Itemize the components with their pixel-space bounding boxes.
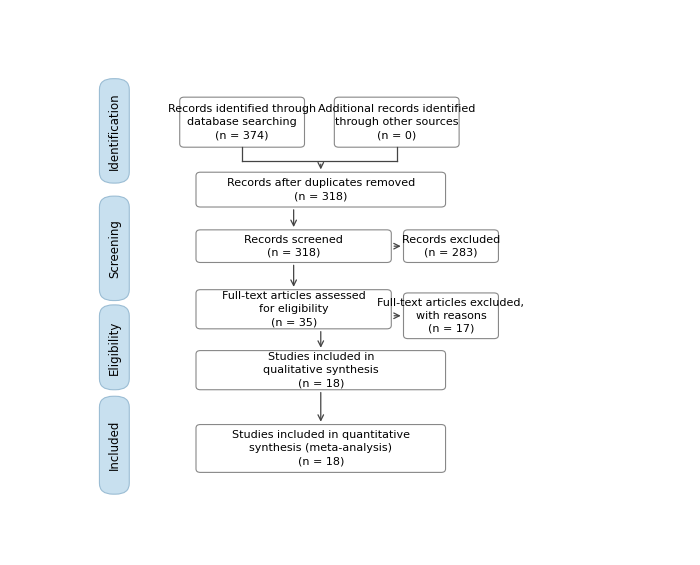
FancyBboxPatch shape <box>196 230 391 263</box>
FancyBboxPatch shape <box>196 172 446 207</box>
FancyBboxPatch shape <box>403 293 498 338</box>
FancyBboxPatch shape <box>99 305 130 390</box>
Text: Studies included in
qualitative synthesis
(n = 18): Studies included in qualitative synthesi… <box>263 352 379 388</box>
Text: Studies included in quantitative
synthesis (meta-analysis)
(n = 18): Studies included in quantitative synthes… <box>232 431 410 467</box>
FancyBboxPatch shape <box>99 79 130 183</box>
Text: Records excluded
(n = 283): Records excluded (n = 283) <box>402 234 500 258</box>
Text: Eligibility: Eligibility <box>108 320 121 375</box>
FancyBboxPatch shape <box>335 97 459 147</box>
Text: Records screened
(n = 318): Records screened (n = 318) <box>244 234 343 258</box>
Text: Included: Included <box>108 420 121 471</box>
FancyBboxPatch shape <box>196 424 446 472</box>
Text: Screening: Screening <box>108 219 121 278</box>
Text: Full-text articles assessed
for eligibility
(n = 35): Full-text articles assessed for eligibil… <box>222 291 365 328</box>
Text: Full-text articles excluded,
with reasons
(n = 17): Full-text articles excluded, with reason… <box>377 298 524 334</box>
FancyBboxPatch shape <box>99 396 130 494</box>
Text: Records identified through
database searching
(n = 374): Records identified through database sear… <box>168 104 316 140</box>
FancyBboxPatch shape <box>180 97 304 147</box>
FancyBboxPatch shape <box>196 350 446 390</box>
FancyBboxPatch shape <box>196 290 391 329</box>
Text: Records after duplicates removed
(n = 318): Records after duplicates removed (n = 31… <box>227 178 415 201</box>
FancyBboxPatch shape <box>99 196 130 301</box>
Text: Additional records identified
through other sources
(n = 0): Additional records identified through ot… <box>318 104 475 140</box>
Text: Identification: Identification <box>108 92 121 170</box>
FancyBboxPatch shape <box>403 230 498 263</box>
